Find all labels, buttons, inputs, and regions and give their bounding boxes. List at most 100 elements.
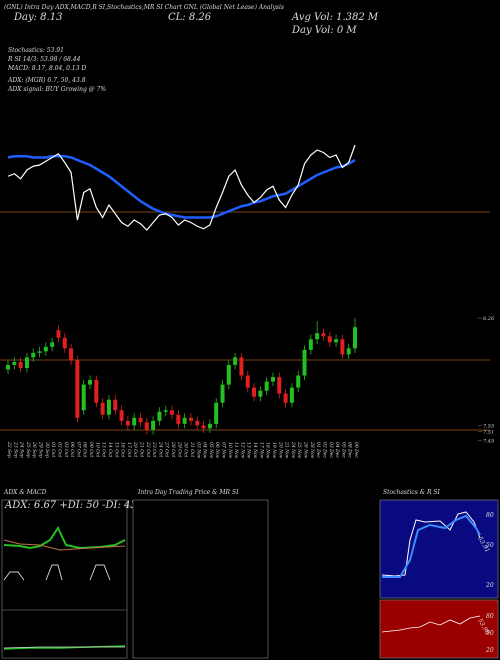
x-tick-label: 30 Sep — [44, 442, 50, 458]
x-tick-label: 24 Sep — [19, 441, 25, 458]
candle-body — [277, 377, 282, 394]
x-tick-label: 20 Oct — [132, 441, 138, 457]
candle-body — [334, 339, 339, 343]
x-tick-label: 18 Nov — [265, 442, 271, 459]
x-tick-label: 19 Nov — [271, 442, 277, 459]
x-tick-label: 26 Nov — [303, 441, 309, 459]
close: CL: 8.26 — [168, 12, 212, 23]
candle-body — [327, 336, 332, 343]
candle-body — [226, 364, 231, 385]
x-tick-label: 21 Nov — [284, 441, 290, 459]
x-tick-label: 08 Dec — [347, 442, 353, 458]
candle-body — [283, 393, 288, 403]
candle-body — [157, 411, 162, 421]
candle-body — [195, 420, 200, 426]
x-tick-label: 03 Oct — [63, 442, 69, 457]
adx-line — [3, 525, 126, 550]
stoch-tick: 80 — [486, 512, 494, 519]
candle-body — [340, 339, 345, 355]
y-tick-label: 7.45 — [483, 438, 494, 444]
x-tick-label: 02 Oct — [56, 442, 62, 457]
x-tick-label: 28 Oct — [170, 441, 176, 457]
day-vol: Day Vol: 0 M — [291, 25, 357, 36]
candle-body — [214, 402, 219, 424]
candle-body — [258, 390, 263, 397]
x-tick-label: 06 Nov — [214, 442, 220, 459]
candle-body — [138, 417, 143, 423]
candle-body — [88, 380, 93, 385]
candle-body — [18, 361, 23, 368]
adx-signal: ADX signal: BUY Growing @ 7% — [7, 86, 106, 93]
candle-body — [56, 330, 61, 338]
candle-body — [308, 339, 313, 350]
adx: ADX: (MGR) 6.7, 50, 43.8 — [7, 77, 86, 84]
candle-body — [12, 361, 17, 365]
candle-body — [170, 410, 175, 415]
rsi-tick: 50 — [486, 630, 494, 637]
x-tick-label: 01 Dec — [315, 442, 321, 458]
x-tick-label: 01 Oct — [50, 442, 56, 457]
candle-body — [125, 420, 130, 426]
x-tick-label: 03 Nov — [195, 442, 201, 459]
x-tick-label: 07 Nov — [221, 442, 227, 459]
x-tick-label: 25 Sep — [25, 441, 31, 458]
candle-body — [144, 422, 149, 430]
candle-body — [220, 384, 225, 403]
candle-body — [75, 360, 80, 418]
x-tick-label: 04 Nov — [202, 442, 208, 459]
rsi-line — [381, 615, 481, 633]
adx-values: ADX: 6.67 +DI: 50 -DI: 43.75 — [4, 500, 153, 511]
x-tick-label: 22 Oct — [145, 441, 151, 457]
candle-body — [163, 410, 168, 412]
candle-body — [252, 387, 257, 397]
day: Day: 8.13 — [13, 12, 62, 23]
avg-vol: Avg Vol: 1.382 M — [291, 12, 379, 23]
candle-body — [81, 384, 86, 411]
x-tick-label: 11 Nov — [233, 442, 239, 459]
candle-body — [43, 346, 48, 352]
x-tick-label: 08 Oct — [82, 442, 88, 457]
x-tick-label: 07 Oct — [75, 442, 81, 457]
x-tick-label: 31 Oct — [189, 442, 195, 457]
stoch: Stochastics: 53.91 — [8, 47, 64, 54]
x-tick-label: 12 Nov — [239, 442, 245, 459]
candle-body — [239, 357, 244, 376]
candle-body — [264, 381, 269, 391]
x-tick-label: 05 Nov — [208, 442, 214, 459]
stoch-tick: 50 — [486, 542, 494, 549]
adx-panel — [1, 499, 128, 659]
candle-body — [207, 423, 212, 429]
candle-body — [188, 417, 193, 421]
x-tick-label: 24 Oct — [157, 441, 163, 457]
rsi-panel — [379, 599, 499, 659]
x-tick-label: 14 Nov — [252, 442, 258, 459]
rsi: R SI 14/3: 53.98 / 68.44 — [7, 56, 81, 63]
x-tick-label: 30 Oct — [183, 442, 189, 457]
x-tick-label: 17 Nov — [258, 442, 264, 459]
x-tick-label: 09 Dec — [353, 442, 359, 458]
y-tick-label: 7.51 — [483, 429, 494, 435]
candle-body — [176, 414, 181, 424]
candle-body — [62, 337, 67, 349]
candle-body — [100, 402, 105, 415]
x-tick-label: 29 Sep — [38, 441, 44, 458]
candle-body — [50, 342, 55, 347]
price-line — [7, 144, 356, 231]
x-tick-label: 06 Oct — [69, 442, 75, 457]
candle-body — [24, 357, 29, 368]
x-tick-label: 22 Sep — [6, 441, 12, 458]
candle-body — [113, 399, 118, 411]
stoch-tick: 20 — [485, 582, 494, 589]
x-tick-label: 29 Oct — [176, 441, 182, 457]
candle-body — [6, 364, 10, 370]
x-tick-label: 10 Oct — [94, 442, 100, 457]
candle-body — [132, 417, 137, 426]
x-tick-label: 14 Oct — [107, 442, 113, 457]
rsi-tick: 20 — [485, 647, 494, 654]
candle-body — [233, 357, 238, 365]
stoch-d — [382, 514, 481, 578]
x-tick-label: 13 Nov — [246, 442, 252, 459]
x-tick-label: 16 Oct — [120, 442, 126, 457]
rsi-tick: 80 — [486, 613, 494, 620]
